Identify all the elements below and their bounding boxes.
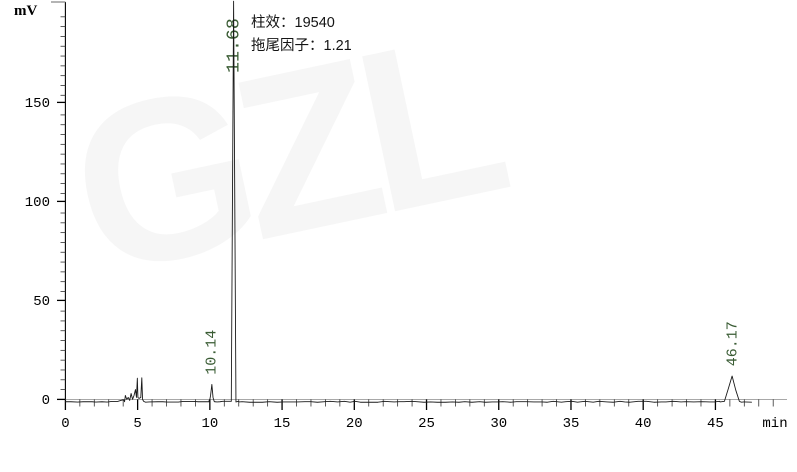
svg-text:10: 10 [201,416,218,432]
svg-text:10.14: 10.14 [204,330,221,375]
svg-text:0: 0 [61,416,69,432]
svg-text:50: 50 [33,294,50,310]
svg-text:min: min [762,416,787,432]
svg-text:150: 150 [25,96,50,112]
svg-text:100: 100 [25,195,50,211]
svg-text:15: 15 [274,416,291,432]
svg-text:30: 30 [490,416,507,432]
svg-text:35: 35 [563,416,580,432]
svg-text:20: 20 [346,416,363,432]
svg-text:mV: mV [14,3,37,19]
svg-text:45: 45 [707,416,724,432]
svg-text:46.17: 46.17 [724,321,741,366]
svg-text:11.68: 11.68 [225,18,245,73]
svg-text:5: 5 [133,416,141,432]
svg-text:0: 0 [42,393,50,409]
svg-text:拖尾因子：1.21: 拖尾因子：1.21 [251,37,352,54]
svg-text:25: 25 [418,416,435,432]
svg-text:40: 40 [635,416,652,432]
svg-text:柱效：19540: 柱效：19540 [251,14,335,31]
